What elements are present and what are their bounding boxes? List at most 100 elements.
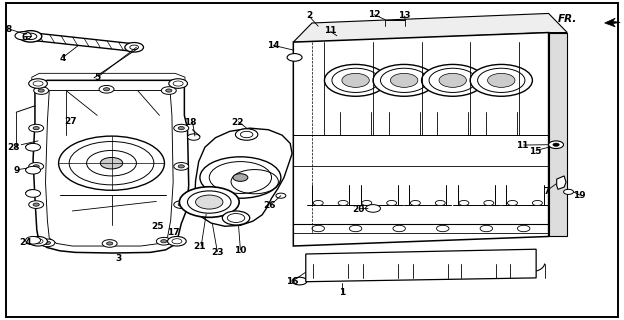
Circle shape	[99, 85, 114, 93]
Circle shape	[169, 79, 187, 88]
Text: 3: 3	[116, 254, 122, 263]
Circle shape	[391, 73, 418, 87]
Circle shape	[411, 200, 421, 205]
Text: 10: 10	[234, 246, 246, 255]
Circle shape	[532, 200, 542, 205]
Text: 4: 4	[60, 53, 66, 62]
Circle shape	[162, 87, 176, 94]
Circle shape	[292, 277, 307, 285]
Circle shape	[324, 64, 387, 96]
Circle shape	[29, 236, 47, 246]
Circle shape	[168, 236, 186, 246]
Text: 1: 1	[339, 288, 345, 297]
Circle shape	[157, 237, 172, 245]
Circle shape	[235, 129, 258, 140]
Text: 24: 24	[19, 238, 32, 247]
Circle shape	[393, 225, 406, 232]
Text: 20: 20	[353, 205, 365, 214]
Circle shape	[26, 166, 41, 174]
Circle shape	[422, 64, 484, 96]
Circle shape	[338, 200, 348, 205]
Circle shape	[15, 32, 31, 40]
Circle shape	[29, 163, 44, 170]
Circle shape	[507, 200, 517, 205]
Circle shape	[222, 211, 250, 225]
Circle shape	[34, 87, 49, 94]
Circle shape	[387, 200, 397, 205]
Text: 21: 21	[193, 242, 206, 251]
Circle shape	[276, 193, 286, 198]
Text: 5: 5	[94, 73, 100, 82]
Polygon shape	[293, 13, 567, 42]
Polygon shape	[293, 33, 548, 246]
Text: 15: 15	[529, 147, 541, 156]
Circle shape	[517, 225, 530, 232]
Text: 11: 11	[516, 141, 529, 150]
Text: 22: 22	[231, 118, 243, 127]
Circle shape	[178, 126, 184, 130]
Text: 23: 23	[211, 248, 223, 257]
Text: 7: 7	[543, 187, 549, 196]
Circle shape	[173, 124, 188, 132]
Circle shape	[366, 204, 381, 212]
Circle shape	[26, 143, 41, 151]
Circle shape	[487, 73, 515, 87]
Circle shape	[187, 134, 200, 140]
Circle shape	[200, 157, 281, 198]
Circle shape	[437, 225, 449, 232]
Circle shape	[29, 201, 44, 208]
Text: 11: 11	[324, 27, 337, 36]
Text: 28: 28	[7, 143, 19, 152]
Circle shape	[26, 190, 41, 197]
Text: 18: 18	[184, 118, 197, 127]
Circle shape	[178, 203, 184, 206]
Circle shape	[173, 163, 188, 170]
Circle shape	[33, 203, 39, 206]
Circle shape	[44, 241, 51, 244]
Circle shape	[38, 89, 44, 92]
Polygon shape	[33, 80, 188, 253]
Text: FR.: FR.	[558, 14, 577, 24]
Circle shape	[484, 200, 494, 205]
Circle shape	[548, 141, 563, 148]
Polygon shape	[605, 18, 620, 27]
Circle shape	[125, 43, 144, 52]
Polygon shape	[306, 249, 536, 282]
Circle shape	[59, 136, 165, 190]
Circle shape	[459, 200, 469, 205]
Circle shape	[553, 143, 559, 146]
Circle shape	[312, 225, 324, 232]
Circle shape	[195, 195, 223, 209]
Circle shape	[19, 31, 42, 42]
Circle shape	[313, 200, 323, 205]
Circle shape	[436, 200, 446, 205]
Circle shape	[33, 165, 39, 168]
Text: 17: 17	[167, 228, 180, 237]
Polygon shape	[557, 176, 566, 189]
Text: 16: 16	[286, 277, 298, 286]
Text: 25: 25	[152, 222, 164, 231]
Text: 13: 13	[398, 11, 411, 20]
Circle shape	[287, 53, 302, 61]
Circle shape	[373, 64, 436, 96]
Text: 6: 6	[21, 33, 27, 42]
Circle shape	[26, 236, 41, 244]
Circle shape	[362, 200, 372, 205]
Polygon shape	[195, 128, 292, 226]
Circle shape	[563, 189, 573, 195]
Text: 19: 19	[573, 191, 586, 200]
Text: 9: 9	[13, 166, 19, 175]
Circle shape	[33, 126, 39, 130]
Circle shape	[173, 201, 188, 208]
Text: 8: 8	[6, 25, 12, 34]
Circle shape	[233, 174, 248, 181]
Circle shape	[161, 240, 167, 243]
Circle shape	[349, 225, 362, 232]
Polygon shape	[548, 33, 567, 236]
Circle shape	[102, 240, 117, 247]
Circle shape	[470, 64, 532, 96]
Circle shape	[29, 79, 47, 88]
Circle shape	[480, 225, 492, 232]
Circle shape	[439, 73, 466, 87]
Circle shape	[29, 124, 44, 132]
